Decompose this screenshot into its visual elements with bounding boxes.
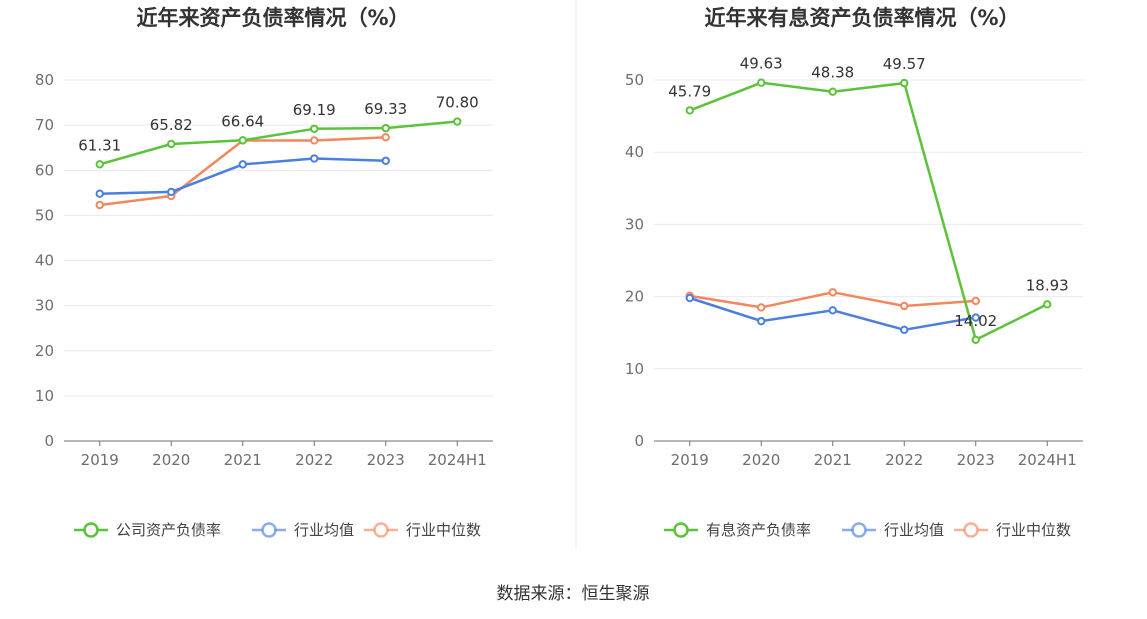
legend-marker-company xyxy=(673,522,689,538)
data-label: 69.19 xyxy=(293,101,336,119)
data-label: 61.31 xyxy=(78,136,121,154)
y-tick-label: 10 xyxy=(35,387,54,405)
legend-label-company: 公司资产负债率 xyxy=(116,521,221,539)
legend-label-avg: 行业均值 xyxy=(294,521,354,539)
legend-marker-median xyxy=(963,522,979,538)
data-point-avg xyxy=(310,154,319,163)
series-line-median xyxy=(99,136,386,207)
x-tick-label: 2023 xyxy=(957,451,995,469)
chart-panel-interest-debt-ratio: 近年来有息资产负债率情况（%） 0 10 20 30 40 50 2019 2020 2021 20… xyxy=(625,6,1083,539)
legend-marker-avg xyxy=(261,522,277,538)
y-tick-label: 0 xyxy=(44,432,54,450)
data-point-company xyxy=(900,78,909,88)
y-tick-label: 30 xyxy=(625,215,644,233)
data-label: 48.38 xyxy=(811,64,854,82)
legend-marker-company xyxy=(83,522,99,538)
x-tick-label: 2020 xyxy=(742,451,780,469)
y-tick-label: 60 xyxy=(35,161,54,179)
data-label: 18.93 xyxy=(1026,276,1069,294)
data-label: 65.82 xyxy=(150,116,193,134)
y-tick-label: 0 xyxy=(634,432,644,450)
y-tick-label: 20 xyxy=(35,342,54,360)
x-tick-label: 2020 xyxy=(152,451,190,469)
legend-marker-avg xyxy=(851,522,867,538)
data-point-median xyxy=(900,301,909,311)
data-point-avg xyxy=(757,316,766,326)
data-point-company xyxy=(685,106,694,115)
data-label: 45.79 xyxy=(668,82,711,100)
series-line-company xyxy=(689,81,1048,342)
data-point-avg xyxy=(381,156,390,165)
x-tick-label: 2022 xyxy=(295,451,333,469)
x-tick-label: 2021 xyxy=(224,451,262,469)
legend-marker-median xyxy=(373,522,389,538)
data-point-company xyxy=(95,160,104,169)
data-label: 69.33 xyxy=(364,100,407,118)
data-point-median xyxy=(381,133,390,142)
data-point-company xyxy=(1043,300,1052,309)
data-point-company xyxy=(310,124,319,133)
x-tick-label: 2019 xyxy=(81,451,119,469)
data-point-company xyxy=(757,78,766,87)
x-tick-label: 2024H1 xyxy=(428,451,487,469)
legend-label-avg: 行业均值 xyxy=(884,521,944,539)
data-point-median xyxy=(828,288,837,297)
x-tick-label: 2024H1 xyxy=(1018,451,1077,469)
data-point-company xyxy=(971,335,980,344)
legend-label-median: 行业中位数 xyxy=(996,521,1071,539)
y-tick-label: 50 xyxy=(35,206,54,224)
data-point-company xyxy=(381,123,390,133)
data-point-company xyxy=(453,117,462,126)
data-point-median xyxy=(971,296,980,306)
data-point-median xyxy=(757,303,766,312)
y-tick-label: 50 xyxy=(625,71,644,89)
data-point-avg xyxy=(95,189,104,198)
data-label: 66.64 xyxy=(221,112,264,130)
legend-label-company: 有息资产负债率 xyxy=(706,521,811,539)
data-label: 70.80 xyxy=(436,94,479,112)
data-point-median xyxy=(310,136,319,145)
legend-label-median: 行业中位数 xyxy=(406,521,481,539)
x-tick-label: 2019 xyxy=(671,451,709,469)
chart-panel-debt-ratio: 近年来资产负债率情况（%） 0 10 20 30 40 50 60 70 80 2019 2020 20… xyxy=(35,6,493,539)
data-point-avg xyxy=(167,187,176,197)
data-label: 49.57 xyxy=(883,55,926,73)
x-tick-label: 2023 xyxy=(367,451,405,469)
data-label: 14.02 xyxy=(954,312,997,330)
data-point-company xyxy=(167,139,176,149)
data-point-avg xyxy=(971,313,980,322)
data-label: 49.63 xyxy=(740,55,783,73)
data-point-avg xyxy=(685,293,694,303)
y-tick-label: 70 xyxy=(35,116,54,134)
series-line-company xyxy=(99,120,458,166)
data-point-median xyxy=(95,200,104,210)
y-tick-label: 10 xyxy=(625,360,644,378)
x-tick-label: 2022 xyxy=(885,451,923,469)
data-point-avg xyxy=(900,325,909,335)
data-point-avg xyxy=(828,306,837,315)
data-point-company xyxy=(828,87,837,96)
y-tick-label: 40 xyxy=(625,143,644,161)
y-tick-label: 20 xyxy=(625,288,644,306)
x-tick-label: 2021 xyxy=(814,451,852,469)
y-tick-label: 80 xyxy=(35,71,54,89)
data-point-avg xyxy=(238,160,247,169)
chart-title: 近年来有息资产负债率情况（%） xyxy=(704,6,1019,30)
data-point-company xyxy=(238,136,247,145)
data-source-label: 数据来源：恒生聚源 xyxy=(497,584,650,604)
y-tick-label: 40 xyxy=(35,252,54,270)
y-tick-label: 30 xyxy=(35,297,54,315)
chart-title: 近年来资产负债率情况（%） xyxy=(136,6,409,30)
